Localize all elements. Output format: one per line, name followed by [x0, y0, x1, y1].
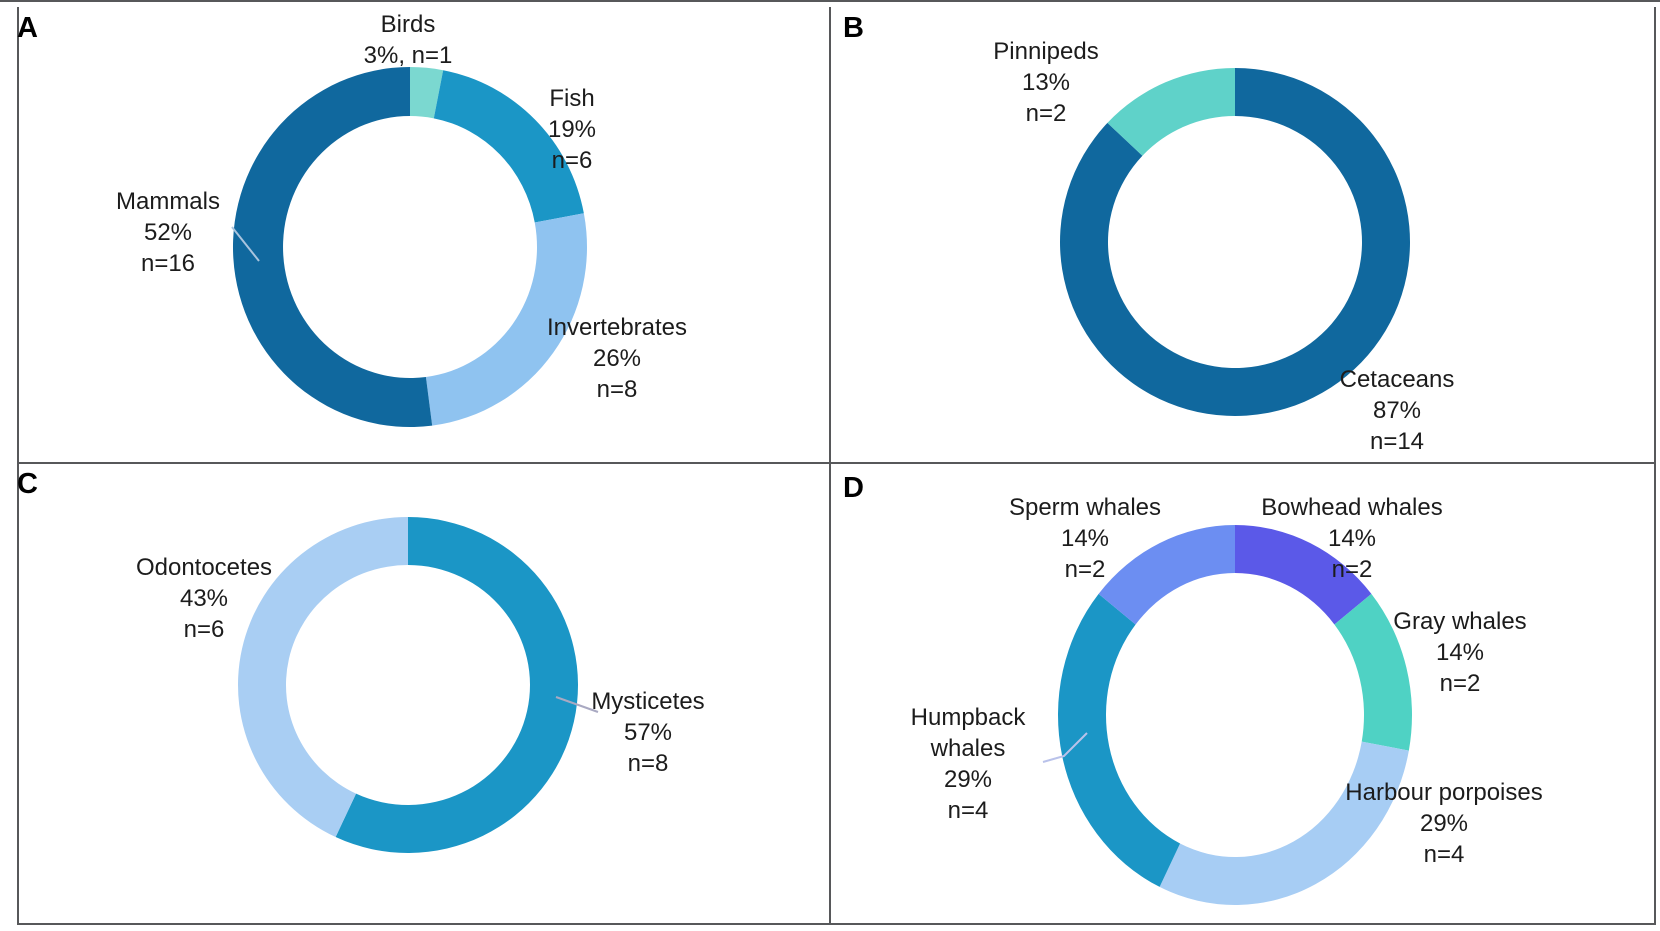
figure-border-top [0, 0, 1660, 2]
figure-border-left [17, 7, 19, 925]
panel-divider-vertical [829, 7, 831, 923]
slice-label-c-odontocetes-line-0: Odontocetes [135, 554, 273, 581]
slice-label-d-sperm-whales-line-2: n=2 [1064, 556, 1106, 583]
figure-border-right [1654, 7, 1656, 925]
donut-slice-a-fish [433, 70, 584, 223]
slice-label-a-fish-line-2: n=6 [551, 147, 593, 174]
slice-label-d-harbour-porpoises-line-0: Harbour porpoises [1345, 779, 1543, 806]
panel-letter-c: C [17, 468, 38, 500]
slice-label-d-bowhead-whales-line-0: Bowhead whales [1261, 494, 1443, 521]
donut-slice-d-harbour-porpoises [1159, 741, 1409, 905]
slice-label-b-pinnipeds-line-2: n=2 [1025, 100, 1067, 127]
slice-label-d-sperm-whales-line-1: 14% [1060, 525, 1110, 552]
slice-label-b-pinnipeds-line-1: 13% [1021, 69, 1071, 96]
donut-slice-d-gray-whales [1334, 593, 1412, 751]
donut-slice-b-pinnipeds [1107, 68, 1235, 156]
label-leader-line-0 [231, 226, 260, 262]
slice-label-d-harbour-porpoises-line-1: 29% [1419, 810, 1469, 837]
label-leader-line-2 [1042, 732, 1088, 763]
donut-slice-c-mysticetes [335, 517, 579, 853]
donut-slice-c-odontocetes [238, 517, 408, 838]
slice-label-b-cetaceans-line-1: 87% [1372, 397, 1422, 424]
slice-label-a-fish-line-1: 19% [547, 116, 597, 143]
label-leader-line-1 [555, 696, 599, 713]
donut-slice-a-mammals [232, 66, 433, 427]
slice-label-c-odontocetes-line-2: n=6 [183, 616, 225, 643]
slice-label-d-humpback-whales-line-1: whales [930, 735, 1006, 762]
slice-label-d-bowhead-whales-line-2: n=2 [1331, 556, 1373, 583]
panel-letter-b: B [843, 12, 864, 44]
slice-label-c-mysticetes-line-2: n=8 [627, 750, 669, 777]
slice-label-d-gray-whales-line-0: Gray whales [1393, 608, 1527, 635]
slice-label-d-humpback-whales-line-2: 29% [943, 766, 993, 793]
slice-label-a-invertebrates-line-0: Invertebrates [546, 314, 688, 341]
slice-label-d-gray-whales-line-2: n=2 [1439, 670, 1481, 697]
panel-divider-horizontal [17, 462, 1656, 464]
slice-label-d-humpback-whales-line-3: n=4 [947, 797, 989, 824]
slice-label-b-cetaceans-line-0: Cetaceans [1339, 366, 1455, 393]
panel-letter-a: A [17, 12, 38, 44]
slice-label-b-cetaceans-line-2: n=14 [1369, 428, 1425, 455]
donut-slice-d-sperm-whales [1098, 525, 1235, 625]
slice-label-a-mammals-line-1: 52% [143, 219, 193, 246]
slice-label-a-birds-line-1: 3%, n=1 [363, 42, 453, 69]
slice-label-d-bowhead-whales-line-1: 14% [1327, 525, 1377, 552]
slice-label-a-mammals-line-2: n=16 [140, 250, 196, 277]
donut-slice-a-invertebrates [425, 213, 587, 426]
slice-label-d-harbour-porpoises-line-2: n=4 [1423, 841, 1465, 868]
slice-label-c-odontocetes-line-1: 43% [179, 585, 229, 612]
figure-border-bottom [17, 923, 1656, 925]
slice-label-a-birds-line-0: Birds [380, 11, 436, 38]
slice-label-b-pinnipeds-line-0: Pinnipeds [993, 38, 1099, 65]
slice-label-a-invertebrates-line-2: n=8 [596, 376, 638, 403]
donut-slice-d-bowhead-whales [1235, 525, 1372, 625]
slice-label-a-invertebrates-line-1: 26% [592, 345, 642, 372]
donut-slice-a-birds [410, 67, 444, 119]
slice-label-d-gray-whales-line-1: 14% [1435, 639, 1485, 666]
slice-label-d-humpback-whales-line-0: Humpback [910, 704, 1026, 731]
slice-label-c-mysticetes-line-0: Mysticetes [591, 688, 705, 715]
slice-label-a-fish-line-0: Fish [549, 85, 595, 112]
donut-slice-d-humpback-whales [1058, 593, 1181, 887]
slice-label-d-sperm-whales-line-0: Sperm whales [1008, 494, 1162, 521]
slice-label-a-mammals-line-0: Mammals [115, 188, 220, 215]
panel-letter-d: D [843, 472, 864, 504]
slice-label-c-mysticetes-line-1: 57% [623, 719, 673, 746]
